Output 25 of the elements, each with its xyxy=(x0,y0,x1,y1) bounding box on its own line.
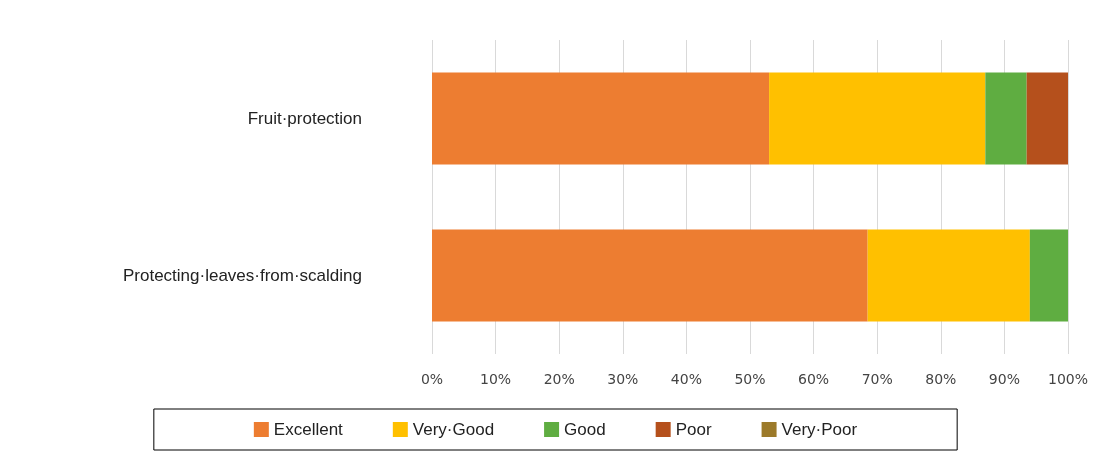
legend-label: Good xyxy=(564,420,606,439)
y-tick-label: Fruit·protection xyxy=(247,109,362,128)
legend-label: Poor xyxy=(675,420,712,439)
x-tick-label: 90% xyxy=(988,371,1020,387)
bar xyxy=(1029,229,1068,322)
legend-label: Excellent xyxy=(273,420,344,439)
x-tick-label: 100% xyxy=(1047,371,1089,387)
bar xyxy=(867,229,1030,322)
x-tick-label: 70% xyxy=(861,371,893,387)
bar xyxy=(432,72,770,165)
y-tick-label: Protecting·leaves·from·scalding xyxy=(122,266,362,285)
bar xyxy=(432,229,868,322)
x-tick-label: 10% xyxy=(480,371,512,387)
bar xyxy=(985,72,1027,165)
x-tick-label: 0% xyxy=(420,371,444,387)
x-tick-label: 80% xyxy=(925,371,957,387)
legend-label: Very·Poor xyxy=(781,420,858,439)
bar xyxy=(769,72,986,165)
x-tick-label: 40% xyxy=(670,371,702,387)
x-tick-label: 60% xyxy=(798,371,830,387)
bar xyxy=(1026,72,1068,165)
legend-label: Very·Good xyxy=(412,420,495,439)
x-tick-label: 50% xyxy=(734,371,766,387)
x-tick-label: 20% xyxy=(543,371,575,387)
x-tick-label: 30% xyxy=(607,371,639,387)
